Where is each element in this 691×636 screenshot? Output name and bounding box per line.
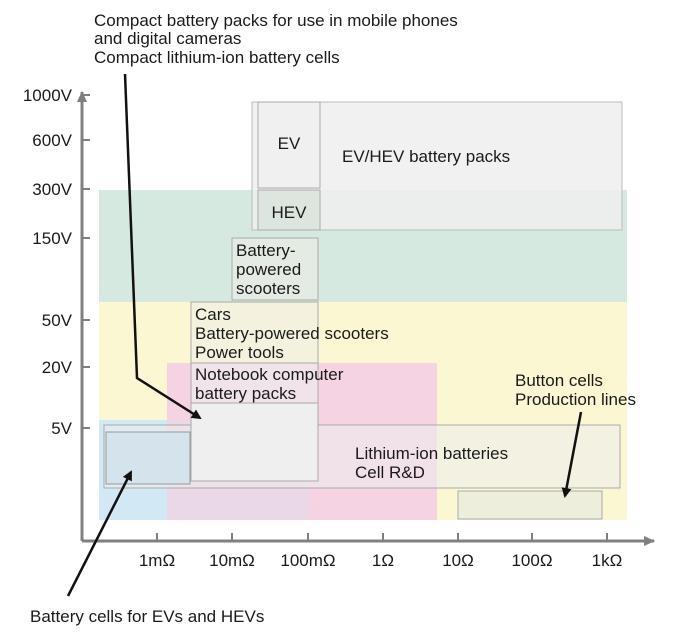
footer-note: Battery cells for EVs and HEVs <box>30 607 264 626</box>
y-tick-label: 150V <box>32 229 72 248</box>
ev-box <box>257 101 321 189</box>
x-tick-marks <box>156 533 608 541</box>
liion-rd-label-line2: Cell R&D <box>355 463 425 482</box>
scooters-label-line1: Battery- <box>236 241 296 260</box>
ev-label: EV <box>278 134 301 153</box>
cars-tools-label-line3: Power tools <box>195 343 284 362</box>
y-tick-marks <box>82 94 90 429</box>
y-tick-label: 20V <box>42 358 73 377</box>
y-tick-labels: 1000V 600V 300V 150V 50V 20V 5V <box>23 86 73 438</box>
x-tick-labels: 1mΩ 10mΩ 100mΩ 1Ω 10Ω 100Ω 1kΩ <box>139 551 623 570</box>
scooters-label-line3: scooters <box>236 279 300 298</box>
hev-box <box>257 189 321 231</box>
button-cells-box <box>457 490 603 520</box>
arrow-button-cells <box>561 411 583 498</box>
arrow-compact-to-cells <box>123 73 202 420</box>
ev-hev-packs-label: EV/HEV battery packs <box>342 147 510 166</box>
notebook-label-line2: battery packs <box>195 384 296 403</box>
notebook-label-line1: Notebook computer <box>195 365 344 384</box>
header-note-line1: Compact battery packs for use in mobile … <box>94 11 458 30</box>
y-tick-label: 300V <box>32 180 72 199</box>
x-tick-label: 1Ω <box>372 551 394 570</box>
notebook-box <box>190 362 319 404</box>
x-tick-label: 100mΩ <box>280 551 335 570</box>
compact-cells-box <box>190 402 319 482</box>
header-note-line2: and digital cameras <box>94 29 241 48</box>
x-tick-label: 1kΩ <box>592 551 623 570</box>
liion-rd-label-line1: Lithium-ion batteries <box>355 444 508 463</box>
cars-tools-box <box>190 301 319 364</box>
y-tick-label: 5V <box>51 419 72 438</box>
cars-tools-label-line1: Cars <box>195 305 231 324</box>
hev-label: HEV <box>272 203 308 222</box>
y-tick-label: 600V <box>32 131 72 150</box>
ev-hev-cells-box <box>105 431 191 485</box>
arrow-ev-cells <box>66 470 133 597</box>
header-note-line3: Compact lithium-ion battery cells <box>94 48 340 67</box>
y-tick-label: 1000V <box>23 86 73 105</box>
x-tick-label: 100Ω <box>511 551 552 570</box>
scooters-box <box>231 237 319 301</box>
button-cells-label-line2: Production lines <box>515 390 636 409</box>
x-tick-label: 10Ω <box>442 551 474 570</box>
scooters-label-line2: powered <box>236 260 301 279</box>
cars-tools-label-line2: Battery-powered scooters <box>195 324 389 343</box>
y-tick-label: 50V <box>42 311 73 330</box>
button-cells-label-line1: Button cells <box>515 371 603 390</box>
x-tick-label: 1mΩ <box>139 551 175 570</box>
x-tick-label: 10mΩ <box>209 551 255 570</box>
